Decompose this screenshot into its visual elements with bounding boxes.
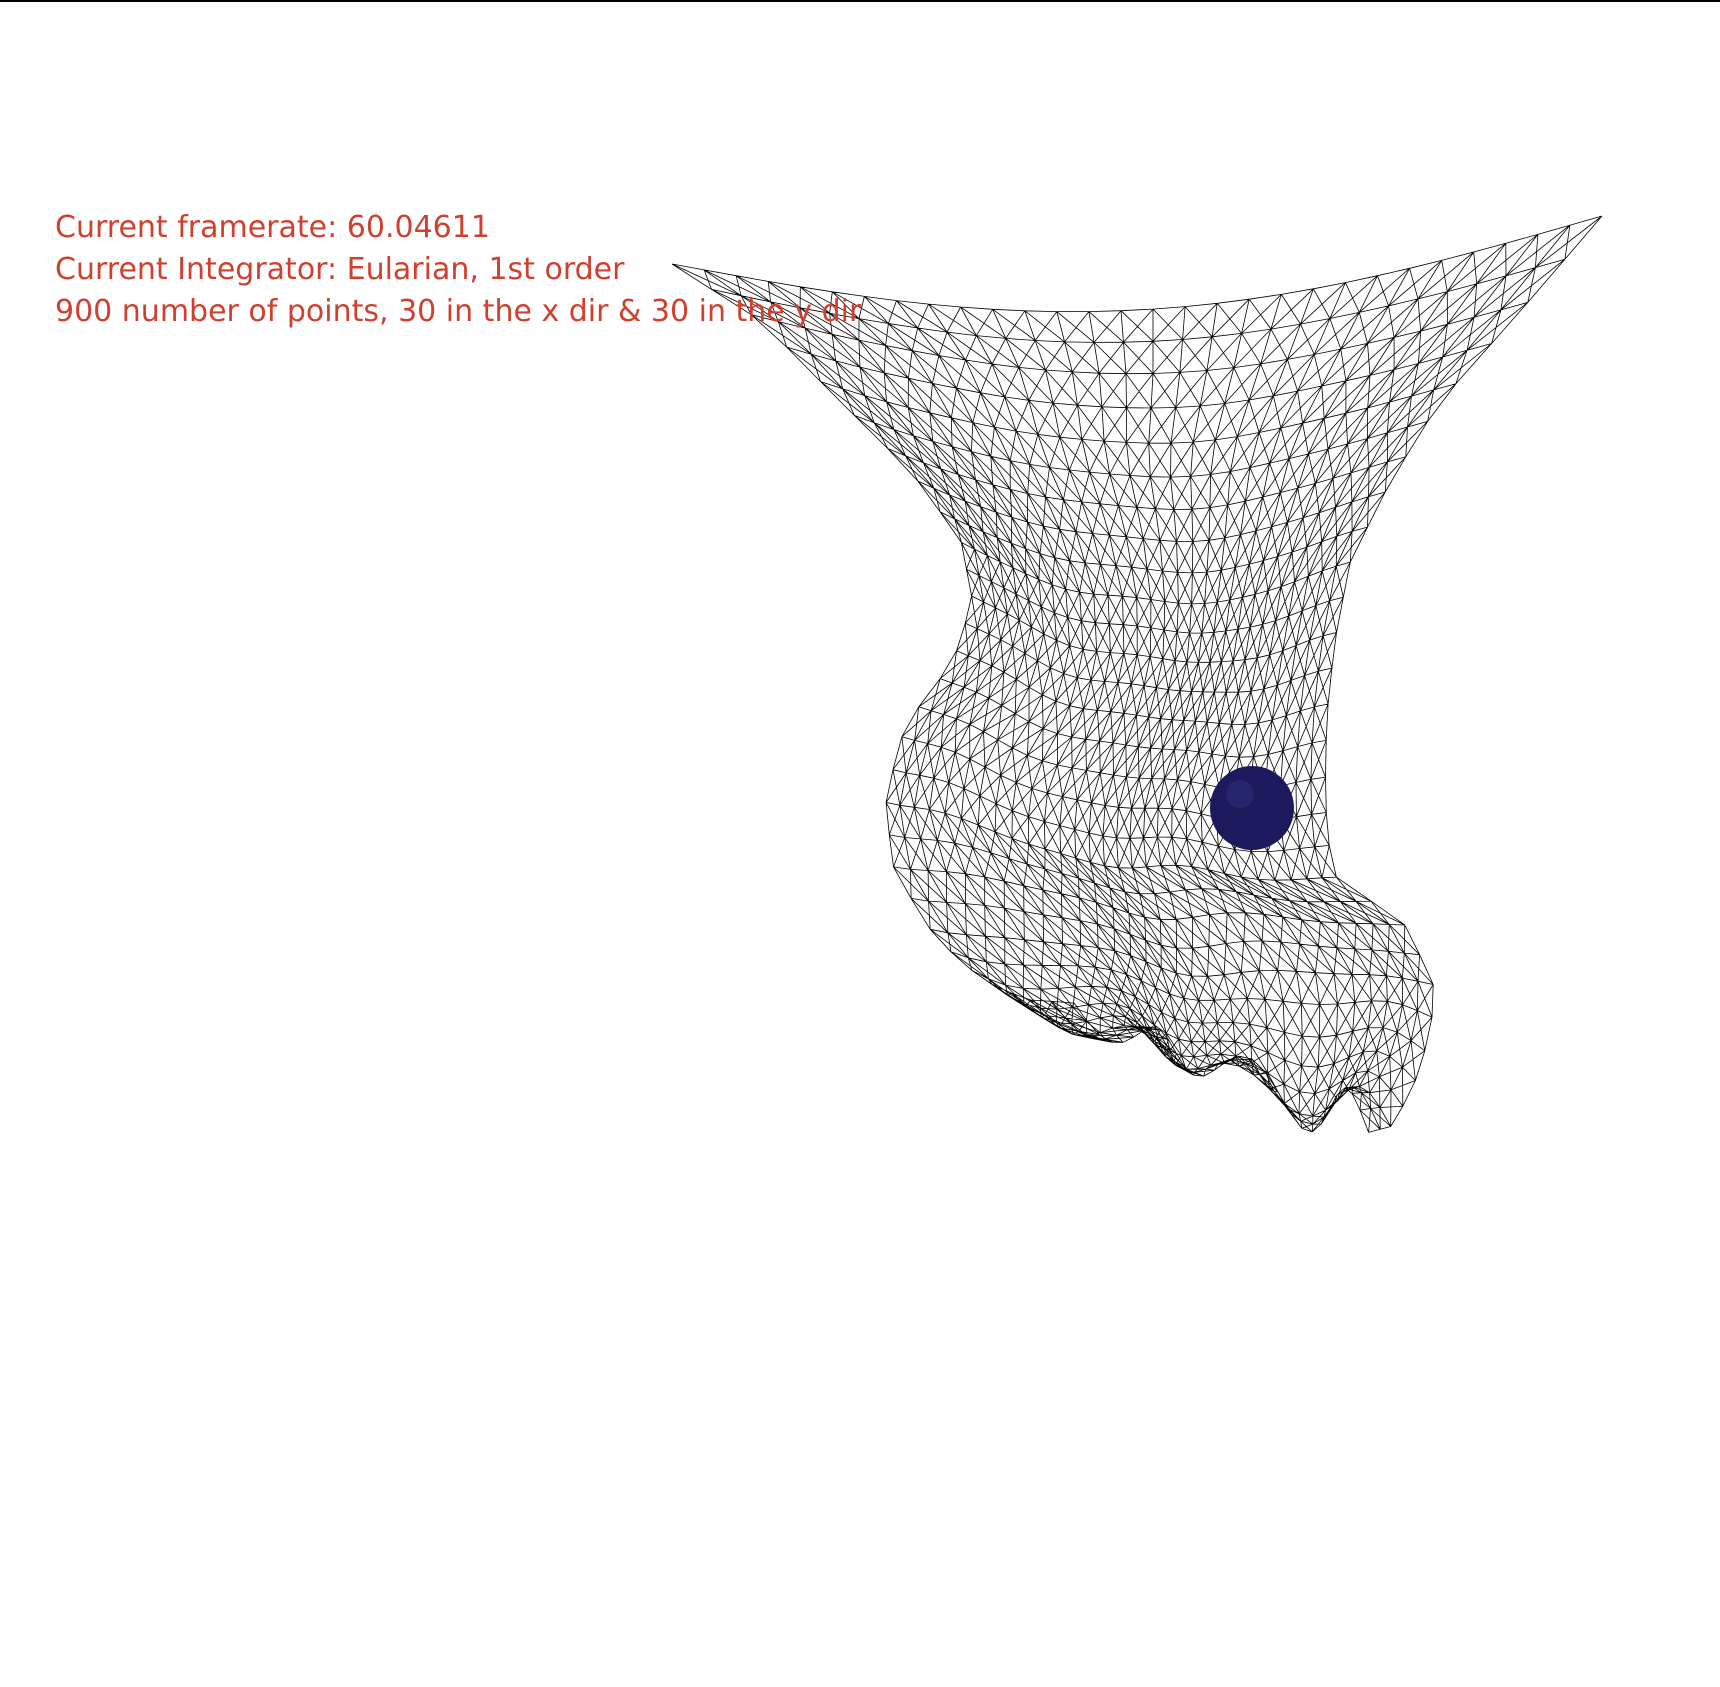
framerate-label: Current framerate:: [55, 210, 338, 245]
collision-sphere: [1210, 766, 1294, 850]
integrator-readout: Current Integrator: Eularian, 1st order: [55, 252, 625, 287]
hud-overlay: Current framerate: 60.04611 Current Inte…: [55, 207, 861, 333]
framerate-readout: Current framerate: 60.04611: [55, 207, 861, 249]
points-readout: 900 number of points, 30 in the x dir & …: [55, 294, 862, 329]
cloth-mesh: [671, 215, 1603, 1133]
framerate-value: 60.04611: [346, 210, 490, 245]
cloth-wireframe-edges: [671, 215, 1603, 1133]
